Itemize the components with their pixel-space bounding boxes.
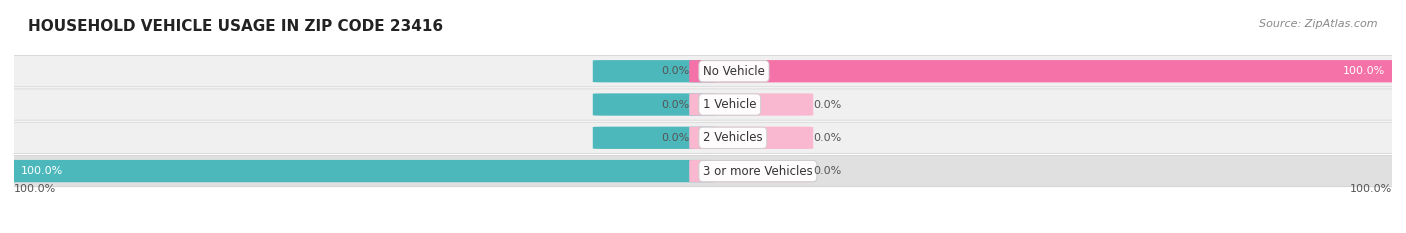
Text: 100.0%: 100.0% [21, 166, 63, 176]
FancyBboxPatch shape [689, 60, 1406, 82]
FancyBboxPatch shape [593, 93, 717, 116]
FancyBboxPatch shape [0, 155, 1406, 187]
FancyBboxPatch shape [593, 127, 717, 149]
Text: 3 or more Vehicles: 3 or more Vehicles [703, 164, 813, 178]
FancyBboxPatch shape [0, 56, 1406, 87]
Text: 0.0%: 0.0% [813, 166, 841, 176]
FancyBboxPatch shape [689, 160, 813, 182]
FancyBboxPatch shape [0, 89, 1406, 120]
Text: 0.0%: 0.0% [661, 66, 689, 76]
Text: 1 Vehicle: 1 Vehicle [703, 98, 756, 111]
Text: 0.0%: 0.0% [661, 133, 689, 143]
Text: HOUSEHOLD VEHICLE USAGE IN ZIP CODE 23416: HOUSEHOLD VEHICLE USAGE IN ZIP CODE 2341… [28, 19, 443, 34]
Text: 100.0%: 100.0% [1350, 184, 1392, 194]
Text: 0.0%: 0.0% [813, 99, 841, 110]
FancyBboxPatch shape [593, 60, 717, 82]
Text: 100.0%: 100.0% [1343, 66, 1385, 76]
FancyBboxPatch shape [689, 127, 813, 149]
Text: 0.0%: 0.0% [813, 133, 841, 143]
Text: 2 Vehicles: 2 Vehicles [703, 131, 762, 144]
Text: 0.0%: 0.0% [661, 99, 689, 110]
FancyBboxPatch shape [0, 122, 1406, 154]
Text: Source: ZipAtlas.com: Source: ZipAtlas.com [1260, 19, 1378, 29]
FancyBboxPatch shape [689, 93, 813, 116]
Text: No Vehicle: No Vehicle [703, 65, 765, 78]
FancyBboxPatch shape [0, 160, 717, 182]
Text: 100.0%: 100.0% [14, 184, 56, 194]
